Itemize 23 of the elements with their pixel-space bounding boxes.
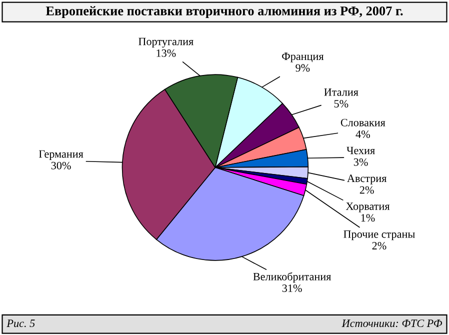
data-label: 1% [361, 214, 375, 222]
slice-label: Португалия [138, 38, 194, 48]
data-label: 31% [282, 284, 302, 292]
text: Рис. 5 [6, 320, 35, 328]
text: Источники: ФТС РФ [342, 320, 442, 328]
data-label: 13% [156, 49, 176, 57]
slice-label: Хорватия [346, 202, 390, 212]
slice-label: Великобритания [253, 272, 332, 283]
slice-label: Франция [282, 52, 324, 62]
data-label: 3% [354, 158, 368, 166]
slice-label: Чехия [346, 146, 375, 154]
data-label: 2% [360, 186, 374, 194]
data-label: 5% [334, 100, 348, 108]
data-label: 30% [51, 162, 71, 170]
slice-label: Италия [324, 88, 358, 96]
data-label: 4% [356, 130, 370, 138]
slice-label: Австрия [347, 174, 387, 184]
data-label: 2% [372, 242, 386, 250]
data-label: 9% [296, 64, 310, 72]
slice-label: Германия [38, 150, 84, 160]
slice-label: Словакия [340, 118, 386, 126]
chart-title: Европейские поставки вторичного алюминия из РФ, 2007 г. [46, 6, 403, 18]
slice-label: Прочие страны [344, 230, 415, 240]
